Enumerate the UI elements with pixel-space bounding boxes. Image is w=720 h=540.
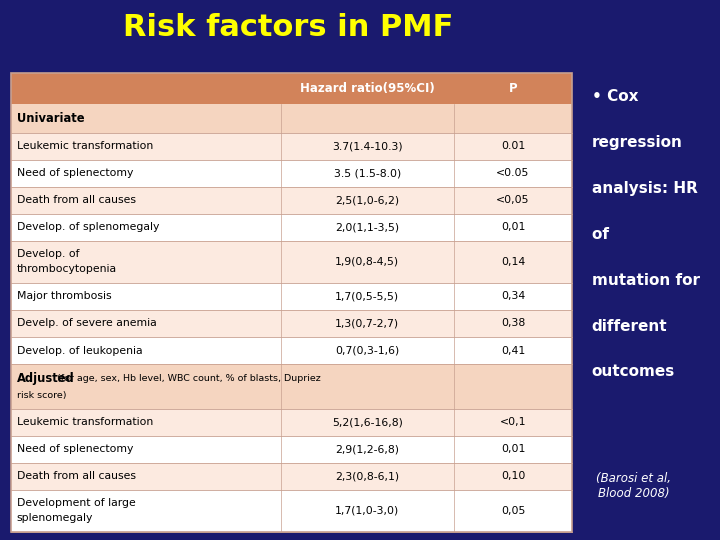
Text: 2,3(0,8-6,1): 2,3(0,8-6,1)	[335, 471, 400, 481]
Text: Univariate: Univariate	[17, 112, 84, 125]
Text: 1,9(0,8-4,5): 1,9(0,8-4,5)	[335, 257, 400, 267]
Text: risk score): risk score)	[17, 391, 66, 400]
FancyBboxPatch shape	[11, 241, 572, 283]
Text: <0,1: <0,1	[500, 417, 526, 427]
Text: Need of splenectomy: Need of splenectomy	[17, 168, 133, 178]
FancyBboxPatch shape	[11, 133, 572, 160]
Text: 3.7(1.4-10.3): 3.7(1.4-10.3)	[332, 141, 402, 151]
FancyBboxPatch shape	[11, 337, 572, 364]
Text: 0,41: 0,41	[501, 346, 525, 355]
Text: 0,10: 0,10	[501, 471, 525, 481]
Text: 0,7(0,3-1,6): 0,7(0,3-1,6)	[335, 346, 400, 355]
Text: 0,05: 0,05	[501, 506, 525, 516]
Text: 1,3(0,7-2,7): 1,3(0,7-2,7)	[335, 319, 400, 328]
Text: thrombocytopenia: thrombocytopenia	[17, 265, 117, 274]
Text: Leukemic transformation: Leukemic transformation	[17, 417, 153, 427]
Text: Development of large: Development of large	[17, 498, 135, 508]
FancyBboxPatch shape	[11, 364, 572, 409]
Text: 0,01: 0,01	[501, 222, 525, 232]
FancyBboxPatch shape	[11, 490, 572, 532]
Text: splenomegaly: splenomegaly	[17, 514, 93, 523]
FancyBboxPatch shape	[11, 73, 572, 104]
Text: 1,7(1,0-3,0): 1,7(1,0-3,0)	[335, 506, 400, 516]
Text: 2,0(1,1-3,5): 2,0(1,1-3,5)	[335, 222, 400, 232]
Text: Develop. of splenomegaly: Develop. of splenomegaly	[17, 222, 159, 232]
FancyBboxPatch shape	[11, 187, 572, 214]
FancyBboxPatch shape	[11, 160, 572, 187]
Text: Risk factors in PMF: Risk factors in PMF	[123, 14, 453, 43]
Text: Adjusted: Adjusted	[17, 372, 74, 385]
FancyBboxPatch shape	[11, 104, 572, 133]
FancyBboxPatch shape	[11, 310, 572, 337]
FancyBboxPatch shape	[11, 463, 572, 490]
Text: (for age, sex, Hb level, WBC count, % of blasts, Dupriez: (for age, sex, Hb level, WBC count, % of…	[54, 374, 320, 383]
FancyBboxPatch shape	[11, 436, 572, 463]
Text: Need of splenectomy: Need of splenectomy	[17, 444, 133, 454]
Text: mutation for: mutation for	[592, 273, 700, 288]
Text: 1,7(0,5-5,5): 1,7(0,5-5,5)	[335, 292, 400, 301]
Text: Leukemic transformation: Leukemic transformation	[17, 141, 153, 151]
Text: Major thrombosis: Major thrombosis	[17, 292, 111, 301]
Text: 0,01: 0,01	[501, 444, 525, 454]
Text: 0,34: 0,34	[501, 292, 525, 301]
Text: Hazard ratio(95%CI): Hazard ratio(95%CI)	[300, 82, 435, 95]
Text: (Barosi et al,
Blood 2008): (Barosi et al, Blood 2008)	[596, 472, 671, 500]
Text: regression: regression	[592, 135, 683, 150]
Text: 0.01: 0.01	[501, 141, 525, 151]
Text: Develop. of leukopenia: Develop. of leukopenia	[17, 346, 142, 355]
Text: <0.05: <0.05	[496, 168, 530, 178]
Text: 5,2(1,6-16,8): 5,2(1,6-16,8)	[332, 417, 402, 427]
Text: Death from all causes: Death from all causes	[17, 471, 135, 481]
Text: <0,05: <0,05	[496, 195, 530, 205]
Text: • Cox: • Cox	[592, 89, 639, 104]
FancyBboxPatch shape	[11, 73, 572, 532]
Text: Develp. of severe anemia: Develp. of severe anemia	[17, 319, 156, 328]
FancyBboxPatch shape	[11, 409, 572, 436]
Text: 0,14: 0,14	[501, 257, 525, 267]
Text: different: different	[592, 319, 667, 334]
Text: analysis: HR: analysis: HR	[592, 181, 698, 196]
Text: outcomes: outcomes	[592, 364, 675, 380]
Text: 2,9(1,2-6,8): 2,9(1,2-6,8)	[336, 444, 399, 454]
Text: Develop. of: Develop. of	[17, 249, 79, 259]
Text: 3.5 (1.5-8.0): 3.5 (1.5-8.0)	[333, 168, 401, 178]
FancyBboxPatch shape	[11, 214, 572, 241]
Text: 0,38: 0,38	[501, 319, 525, 328]
Text: of: of	[592, 227, 614, 242]
FancyBboxPatch shape	[11, 283, 572, 310]
Text: P: P	[509, 82, 517, 95]
Text: 2,5(1,0-6,2): 2,5(1,0-6,2)	[335, 195, 400, 205]
Text: Death from all causes: Death from all causes	[17, 195, 135, 205]
